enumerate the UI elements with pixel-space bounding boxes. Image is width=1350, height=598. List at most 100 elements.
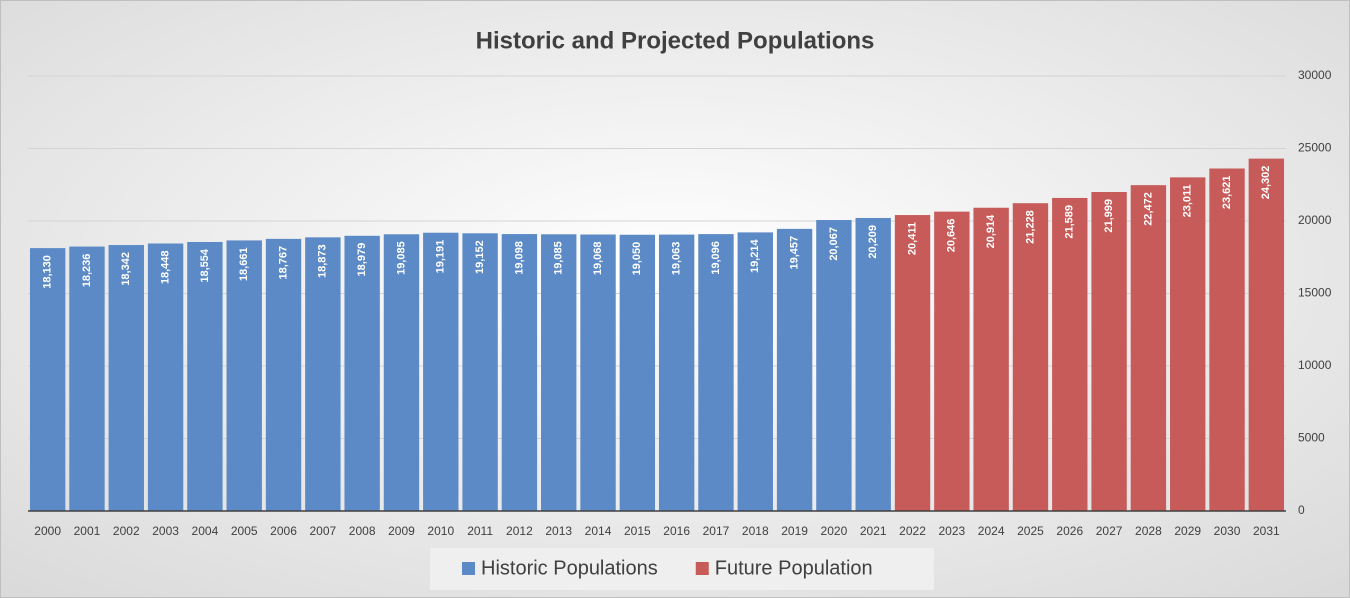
- bar-value-label: 20,067: [828, 227, 840, 261]
- bar: [344, 235, 380, 511]
- bar: [1091, 192, 1127, 511]
- x-tick-label: 2003: [152, 524, 179, 538]
- bar-value-label: 19,063: [671, 242, 683, 276]
- x-tick-label: 2015: [624, 524, 651, 538]
- bar-value-label: 20,209: [867, 225, 879, 259]
- x-tick-label: 2025: [1017, 524, 1044, 538]
- bar-value-label: 21,999: [1103, 199, 1115, 233]
- bar-value-label: 19,050: [631, 242, 643, 276]
- y-tick-label: 0: [1298, 503, 1305, 517]
- bar: [1130, 185, 1167, 511]
- x-tick-label: 2024: [978, 524, 1005, 538]
- bar-value-label: 18,767: [277, 246, 289, 280]
- bar: [1052, 197, 1088, 511]
- bar-value-label: 22,472: [1142, 192, 1154, 226]
- x-tick-label: 2029: [1174, 524, 1201, 538]
- bar: [1012, 203, 1049, 511]
- x-tick-label: 2001: [74, 524, 101, 538]
- x-tick-label: 2027: [1096, 524, 1123, 538]
- bar: [1209, 168, 1245, 512]
- x-tick-label: 2022: [899, 524, 926, 538]
- bar-value-label: 19,085: [553, 241, 565, 275]
- bar-value-label: 18,554: [199, 248, 211, 283]
- bar-value-label: 18,130: [42, 255, 54, 289]
- legend-swatch: [695, 562, 709, 575]
- bar: [187, 241, 223, 512]
- bar-value-label: 20,646: [946, 219, 958, 253]
- bar: [462, 233, 498, 511]
- bar-value-label: 18,448: [160, 251, 172, 285]
- bar-value-label: 18,979: [356, 243, 368, 277]
- x-tick-label: 2010: [427, 524, 454, 538]
- bar: [541, 234, 577, 511]
- bar: [29, 248, 66, 512]
- bar-value-label: 23,011: [1182, 184, 1194, 217]
- x-tick-label: 2021: [860, 524, 887, 538]
- bar: [973, 207, 1009, 511]
- bar: [619, 234, 656, 511]
- x-tick-label: 2002: [113, 524, 140, 538]
- y-tick-label: 10000: [1298, 358, 1332, 372]
- x-tick-label: 2000: [34, 524, 61, 538]
- x-tick-label: 2011: [467, 524, 493, 538]
- bar: [737, 232, 773, 511]
- legend-box: [430, 548, 934, 590]
- x-tick-label: 2031: [1253, 524, 1280, 538]
- bar-value-label: 18,873: [317, 244, 329, 278]
- bar: [423, 232, 459, 511]
- chart-title: Historic and Projected Populations: [476, 27, 875, 54]
- bar: [1170, 177, 1206, 511]
- x-tick-label: 2006: [270, 524, 297, 538]
- bar-value-label: 18,342: [120, 252, 132, 286]
- x-tick-label: 2012: [506, 524, 533, 538]
- y-tick-label: 30000: [1298, 68, 1332, 82]
- x-tick-label: 2018: [742, 524, 769, 538]
- bar-value-label: 18,661: [238, 247, 250, 281]
- legend-label: Future Population: [715, 557, 873, 579]
- bar-value-label: 20,914: [985, 214, 997, 249]
- bar-value-label: 19,096: [710, 241, 722, 275]
- bar: [658, 234, 695, 512]
- x-tick-label: 2020: [821, 524, 848, 538]
- x-tick-label: 2008: [349, 524, 376, 538]
- bar: [265, 238, 302, 512]
- bar: [226, 240, 262, 511]
- x-tick-label: 2030: [1214, 524, 1241, 538]
- bar: [934, 211, 970, 511]
- x-tick-label: 2009: [388, 524, 415, 538]
- x-tick-label: 2026: [1056, 524, 1083, 538]
- x-tick-label: 2014: [585, 524, 612, 538]
- bar: [776, 228, 813, 511]
- bar-value-label: 19,085: [395, 241, 407, 275]
- bar-value-label: 24,302: [1260, 166, 1272, 200]
- x-tick-label: 2016: [663, 524, 690, 538]
- y-tick-label: 15000: [1298, 286, 1332, 300]
- y-tick-label: 5000: [1298, 431, 1325, 445]
- bar-value-label: 23,621: [1221, 175, 1233, 209]
- bar-value-label: 20,411: [906, 222, 918, 255]
- bar: [894, 215, 931, 511]
- x-tick-label: 2019: [781, 524, 808, 538]
- bar-value-label: 19,191: [435, 240, 447, 274]
- x-tick-label: 2005: [231, 524, 258, 538]
- x-tick-label: 2023: [938, 524, 965, 538]
- bar-value-label: 19,457: [789, 236, 801, 270]
- bar: [305, 237, 341, 512]
- bar: [1248, 158, 1285, 511]
- bar-value-label: 19,098: [513, 241, 525, 275]
- bar-value-label: 19,152: [474, 240, 486, 274]
- bar-value-label: 18,236: [81, 254, 93, 288]
- x-tick-label: 2007: [309, 524, 336, 538]
- y-tick-label: 25000: [1298, 141, 1332, 155]
- bar-value-label: 19,068: [592, 242, 604, 276]
- bar: [816, 220, 852, 511]
- bar: [698, 234, 734, 511]
- bar-value-label: 21,228: [1024, 210, 1036, 244]
- bar: [855, 217, 891, 512]
- x-tick-label: 2028: [1135, 524, 1162, 538]
- bar: [147, 243, 184, 511]
- bar-value-label: 19,214: [749, 239, 761, 274]
- x-tick-label: 2017: [703, 524, 730, 538]
